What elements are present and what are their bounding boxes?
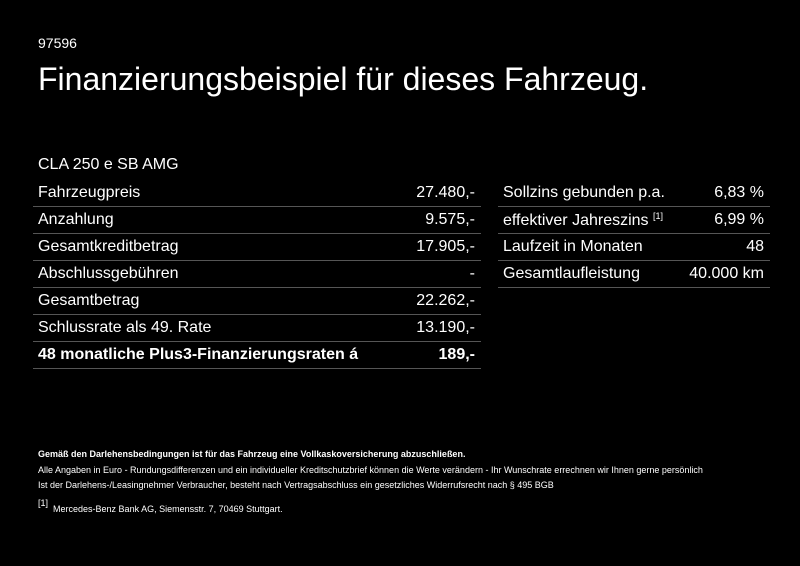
row-value: 6,83 % <box>681 180 770 207</box>
row-label-text: Sollzins gebunden p.a. <box>503 184 665 201</box>
table-row: Sollzins gebunden p.a. 6,83 % <box>498 180 770 207</box>
row-value: - <box>406 260 481 288</box>
row-label: Gesamtlaufleistung <box>498 260 682 288</box>
row-label: Gesamtbetrag <box>33 287 407 315</box>
monthly-rate-row: 48 monatliche Plus3-Finanzierungsraten á… <box>33 341 481 369</box>
row-label: Sollzins gebunden p.a. <box>498 180 682 207</box>
row-label: effektiver Jahreszins [1] <box>498 206 682 234</box>
document-id: 97596 <box>38 35 77 51</box>
table-row: Anzahlung 9.575,- <box>33 206 481 234</box>
footnote-ref: [1] <box>653 210 664 221</box>
row-label-text: Gesamtlaufleistung <box>503 265 640 282</box>
row-label-text: Laufzeit in Monaten <box>503 238 643 255</box>
table-row: Gesamtbetrag 22.262,- <box>33 287 481 315</box>
disclaimer-line: Alle Angaben in Euro - Rundungsdifferenz… <box>38 465 703 475</box>
row-label: 48 monatliche Plus3-Finanzierungsraten á <box>33 341 407 369</box>
vehicle-model: CLA 250 e SB AMG <box>38 156 179 173</box>
table-row: Abschlussgebühren - <box>33 260 481 288</box>
row-value: 6,99 % <box>681 206 770 234</box>
row-label: Abschlussgebühren <box>33 260 407 288</box>
row-label: Laufzeit in Monaten <box>498 233 682 261</box>
row-value: 27.480,- <box>406 180 481 207</box>
table-row: Laufzeit in Monaten 48 <box>498 233 770 261</box>
page-title: Finanzierungsbeispiel für dieses Fahrzeu… <box>38 61 649 97</box>
financing-table: Fahrzeugpreis 27.480,- Anzahlung 9.575,-… <box>33 180 481 369</box>
row-value: 48 <box>681 233 770 261</box>
footnote: [1] Mercedes-Benz Bank AG, Siemensstr. 7… <box>38 496 778 517</box>
row-value: 189,- <box>406 341 481 369</box>
table-row: Gesamtlaufleistung 40.000 km <box>498 260 770 288</box>
insurance-notice: Gemäß den Darlehensbedingungen ist für d… <box>38 449 466 459</box>
row-label: Gesamtkreditbetrag <box>33 233 407 261</box>
row-value: 13.190,- <box>406 314 481 342</box>
row-label-text: effektiver Jahreszins <box>503 211 649 229</box>
row-value: 9.575,- <box>406 206 481 234</box>
table-row: Fahrzeugpreis 27.480,- <box>33 180 481 207</box>
row-value: 17.905,- <box>406 233 481 261</box>
footer-legal: Gemäß den Darlehensbedingungen ist für d… <box>38 447 778 517</box>
row-label: Schlussrate als 49. Rate <box>33 314 407 342</box>
withdrawal-notice: Ist der Darlehens-/Leasingnehmer Verbrau… <box>38 480 554 490</box>
footnote-mark: [1] <box>38 498 49 508</box>
row-label: Anzahlung <box>33 206 407 234</box>
footnote-text: Mercedes-Benz Bank AG, Siemensstr. 7, 70… <box>53 504 283 514</box>
table-row: Schlussrate als 49. Rate 13.190,- <box>33 314 481 342</box>
conditions-table: Sollzins gebunden p.a. 6,83 % effektiver… <box>498 180 770 288</box>
row-label: Fahrzeugpreis <box>33 180 407 207</box>
row-value: 40.000 km <box>681 260 770 288</box>
table-row: Gesamtkreditbetrag 17.905,- <box>33 233 481 261</box>
table-row: effektiver Jahreszins [1] 6,99 % <box>498 206 770 234</box>
row-value: 22.262,- <box>406 287 481 315</box>
